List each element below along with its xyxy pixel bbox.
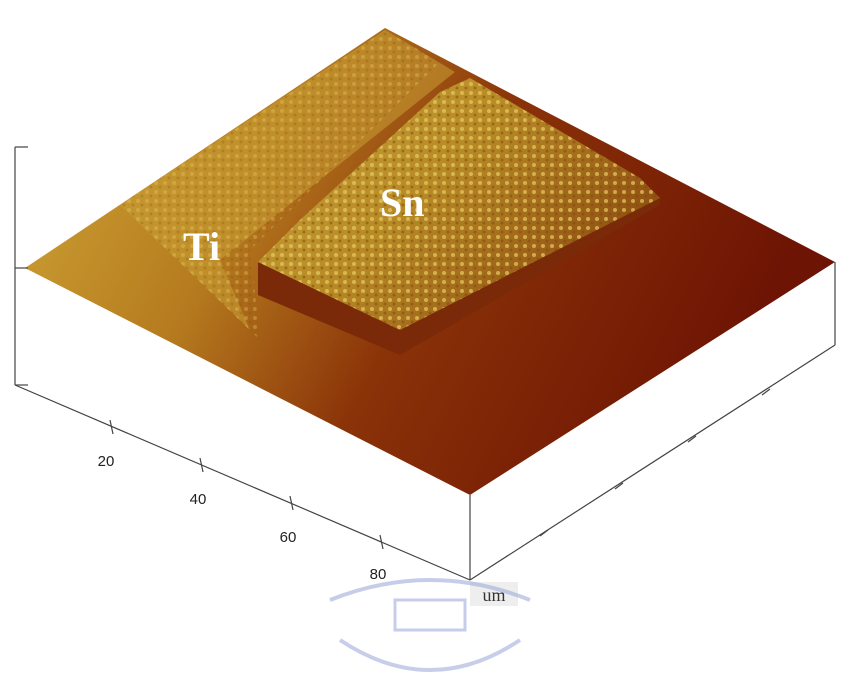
x-tick-label: 40	[190, 491, 207, 508]
sn-label: Sn	[380, 180, 425, 225]
afm-figure: 20 40 60 80 um Ti Sn	[0, 0, 860, 695]
x-tick-label: 60	[280, 529, 297, 546]
x-tick-label: 80	[370, 566, 387, 583]
x-tick-label: 20	[98, 453, 115, 470]
ti-label: Ti	[183, 224, 220, 269]
